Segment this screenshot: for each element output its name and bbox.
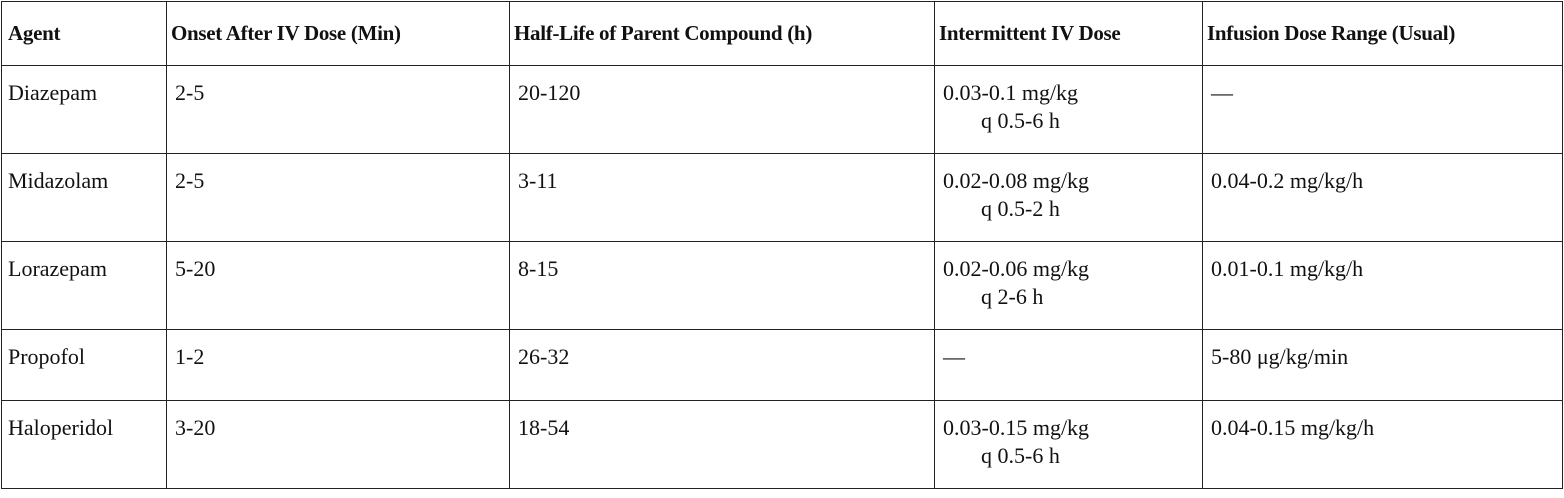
table-row: Propofol 1-2 26-32—5-80 μg/kg/min — [1, 329, 1563, 401]
table-cell: 0.01-0.1 mg/kg/h — [1202, 241, 1563, 330]
header-row: Agent Onset After IV Dose (Min) Half-Life … — [1, 1, 1563, 66]
cell-line: 0.03-0.15 mg/kg — [943, 415, 1090, 440]
table-cell: Haloperidol — [1, 400, 167, 489]
cell-line: 0.02-0.06 mg/kg — [943, 256, 1090, 281]
table-cell: 0.04-0.15 mg/kg/h — [1202, 400, 1563, 489]
table-cell: Lorazepam — [1, 241, 167, 330]
table-cell: 1-2 — [166, 329, 510, 401]
table-cell: 3-11 — [509, 153, 935, 242]
table-cell: 2-5 — [166, 153, 510, 242]
table-cell: 0.03-0.15 mg/kg q 0.5-6 h — [934, 400, 1203, 489]
table-body: Diazepam 2-5 20-120 0.03-0.1 mg/kg q 0.5-6 h… — [1, 65, 1563, 489]
table-cell: 18-54 — [509, 400, 935, 489]
table-cell: — — [934, 329, 1203, 401]
table-cell: 0.02-0.06 mg/kg q 2-6 h — [934, 241, 1203, 330]
table-cell: 0.02-0.08 mg/kg q 0.5-2 h — [934, 153, 1203, 242]
table-cell: Midazolam — [1, 153, 167, 242]
cell-line: q 0.5-6 h — [981, 108, 1060, 133]
cell-line: q 2-6 h — [981, 284, 1044, 309]
cell-line: 0.02-0.08 mg/kg — [943, 168, 1090, 193]
table-cell: 5-80 μg/kg/min — [1202, 329, 1563, 401]
table-row: Haloperidol 3-20 18-54 0.03-0.15 mg/kg q 0.5… — [1, 400, 1563, 489]
cell-line: q 0.5-6 h — [981, 443, 1060, 468]
header-cell: Agent — [1, 1, 167, 66]
table-cell: 8-15 — [509, 241, 935, 330]
table-cell: 2-5 — [166, 65, 510, 154]
table-cell: 5-20 — [166, 241, 510, 330]
table-cell: 0.04-0.2 mg/kg/h — [1202, 153, 1563, 242]
table-cell: — — [1202, 65, 1563, 154]
header-cell: Half-Life of Parent Compound (h) — [509, 1, 935, 66]
table-row: Diazepam 2-5 20-120 0.03-0.1 mg/kg q 0.5-6 h… — [1, 65, 1563, 154]
table-cell: Propofol — [1, 329, 167, 401]
table-cell: 0.03-0.1 mg/kg q 0.5-6 h — [934, 65, 1203, 154]
table-cell: Diazepam — [1, 65, 167, 154]
table-cell: 20-120 — [509, 65, 935, 154]
cell-line: 0.03-0.1 mg/kg — [943, 80, 1079, 105]
header-cell: Infusion Dose Range (Usual) — [1202, 1, 1563, 66]
table-row: Midazolam 2-5 3-11 0.02-0.08 mg/kg q 0.5-2 h… — [1, 153, 1563, 242]
header-cell: Onset After IV Dose (Min) — [166, 1, 510, 66]
header-cell: Intermittent IV Dose — [934, 1, 1203, 66]
drug-table: Agent Onset After IV Dose (Min) Half-Life … — [1, 1, 1563, 489]
table-cell: 26-32 — [509, 329, 935, 401]
table-cell: 3-20 — [166, 400, 510, 489]
cell-line: q 0.5-2 h — [981, 196, 1060, 221]
